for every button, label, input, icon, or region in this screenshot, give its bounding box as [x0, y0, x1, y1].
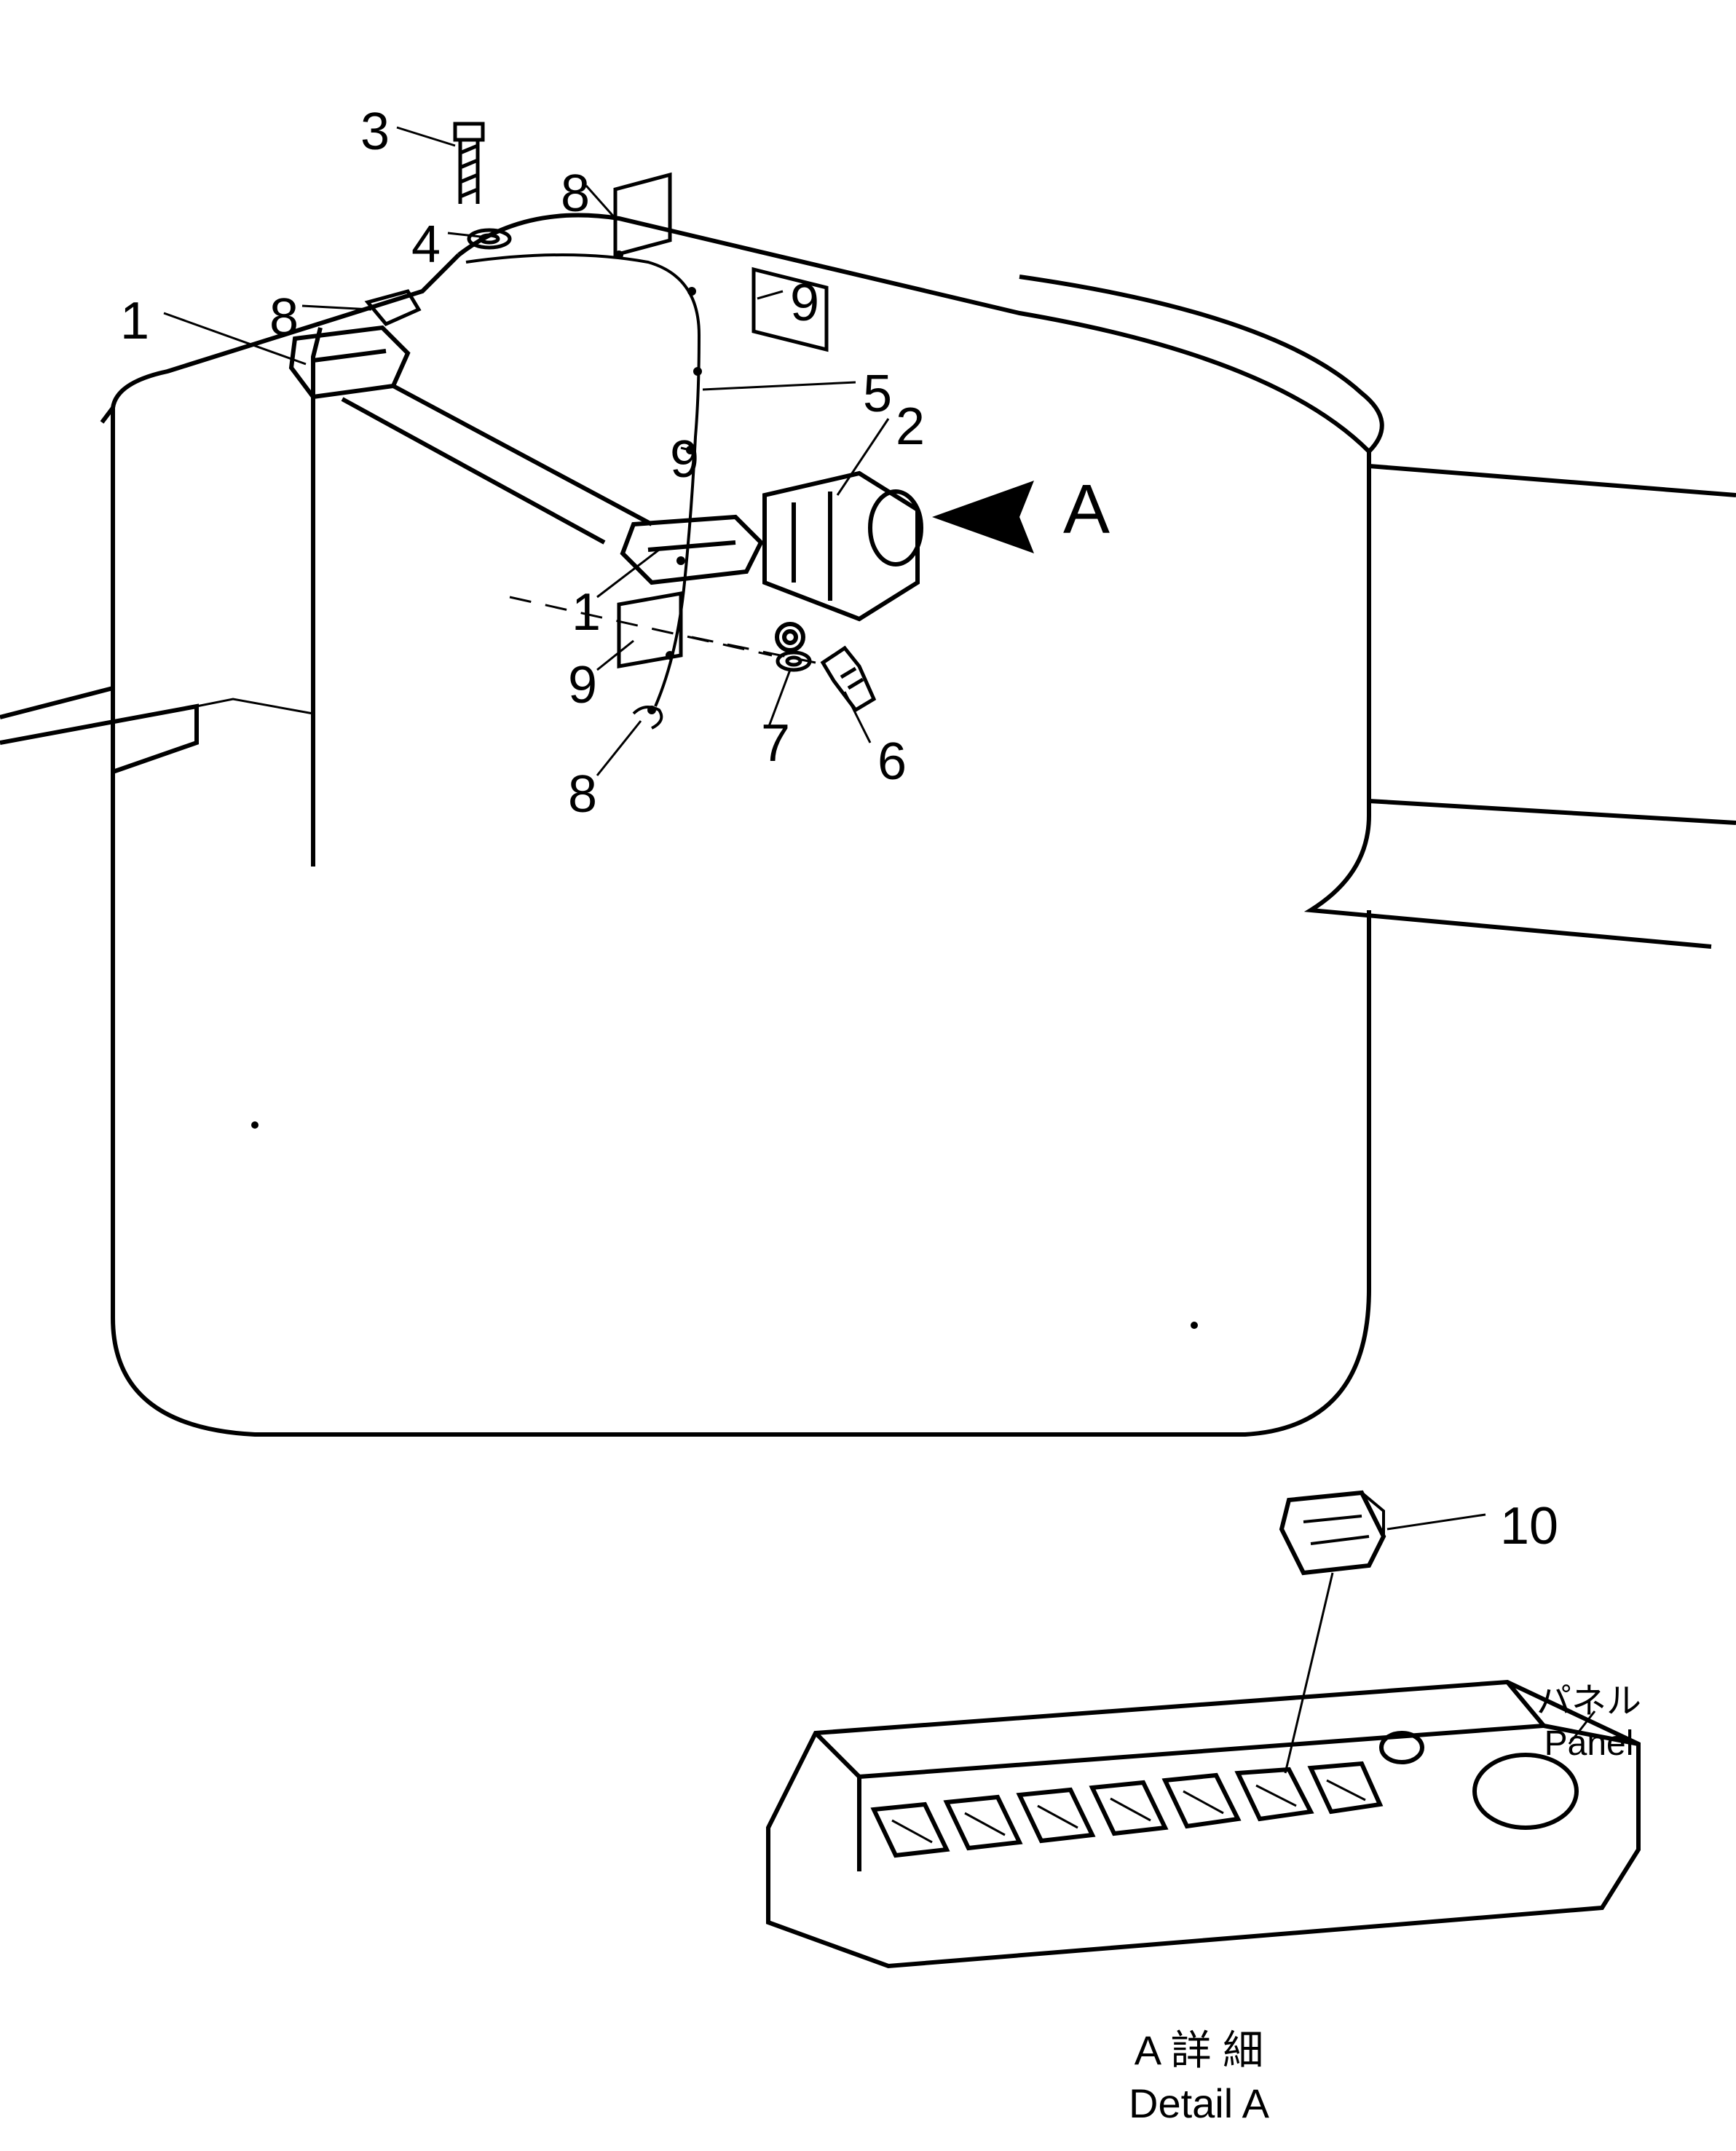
panel-label-jp: パネル — [1536, 1681, 1641, 1723]
callout-5: 5 — [863, 364, 892, 424]
part-tag-bottom — [619, 593, 681, 666]
panel-label: パネル Panel — [1536, 1681, 1641, 1764]
callout-6: 6 — [877, 732, 907, 792]
detail-label-jp: A 詳 細 — [1129, 2024, 1269, 2077]
detail-label-en: Detail A — [1129, 2077, 1269, 2131]
detail-a-label: A 詳 細 Detail A — [1129, 2024, 1269, 2131]
part-handle-center — [623, 517, 761, 583]
callout-9a: 9 — [790, 273, 819, 333]
part-motor — [765, 473, 921, 650]
part-switch-isolated — [1282, 1493, 1384, 1573]
callout-3: 3 — [360, 102, 390, 162]
view-a-label: A — [1063, 470, 1110, 550]
detail-panel — [768, 1682, 1638, 1966]
callout-9b: 9 — [670, 430, 699, 489]
callout-8c: 8 — [568, 765, 597, 824]
callout-7: 7 — [761, 714, 790, 773]
callout-9c: 9 — [568, 655, 597, 715]
part-handle-left — [291, 328, 652, 542]
callout-4: 4 — [411, 215, 441, 275]
part-tag-topleft — [615, 175, 670, 255]
panel-label-en: Panel — [1536, 1723, 1641, 1765]
callout-1a: 1 — [120, 291, 149, 351]
callout-10: 10 — [1500, 1496, 1558, 1556]
part-washer — [469, 230, 510, 248]
callout-2: 2 — [896, 397, 925, 457]
diagram-svg — [0, 0, 1736, 2151]
callout-8b: 8 — [269, 288, 299, 347]
callout-8a: 8 — [561, 164, 590, 224]
callout-1b: 1 — [572, 583, 601, 642]
view-a-arrow — [932, 481, 1034, 553]
technical-diagram: 1 1 2 3 4 5 6 7 8 8 8 9 9 9 10 A A 詳 細 D… — [0, 0, 1736, 2151]
part-bolt — [455, 124, 483, 204]
switch-row — [874, 1764, 1380, 1855]
